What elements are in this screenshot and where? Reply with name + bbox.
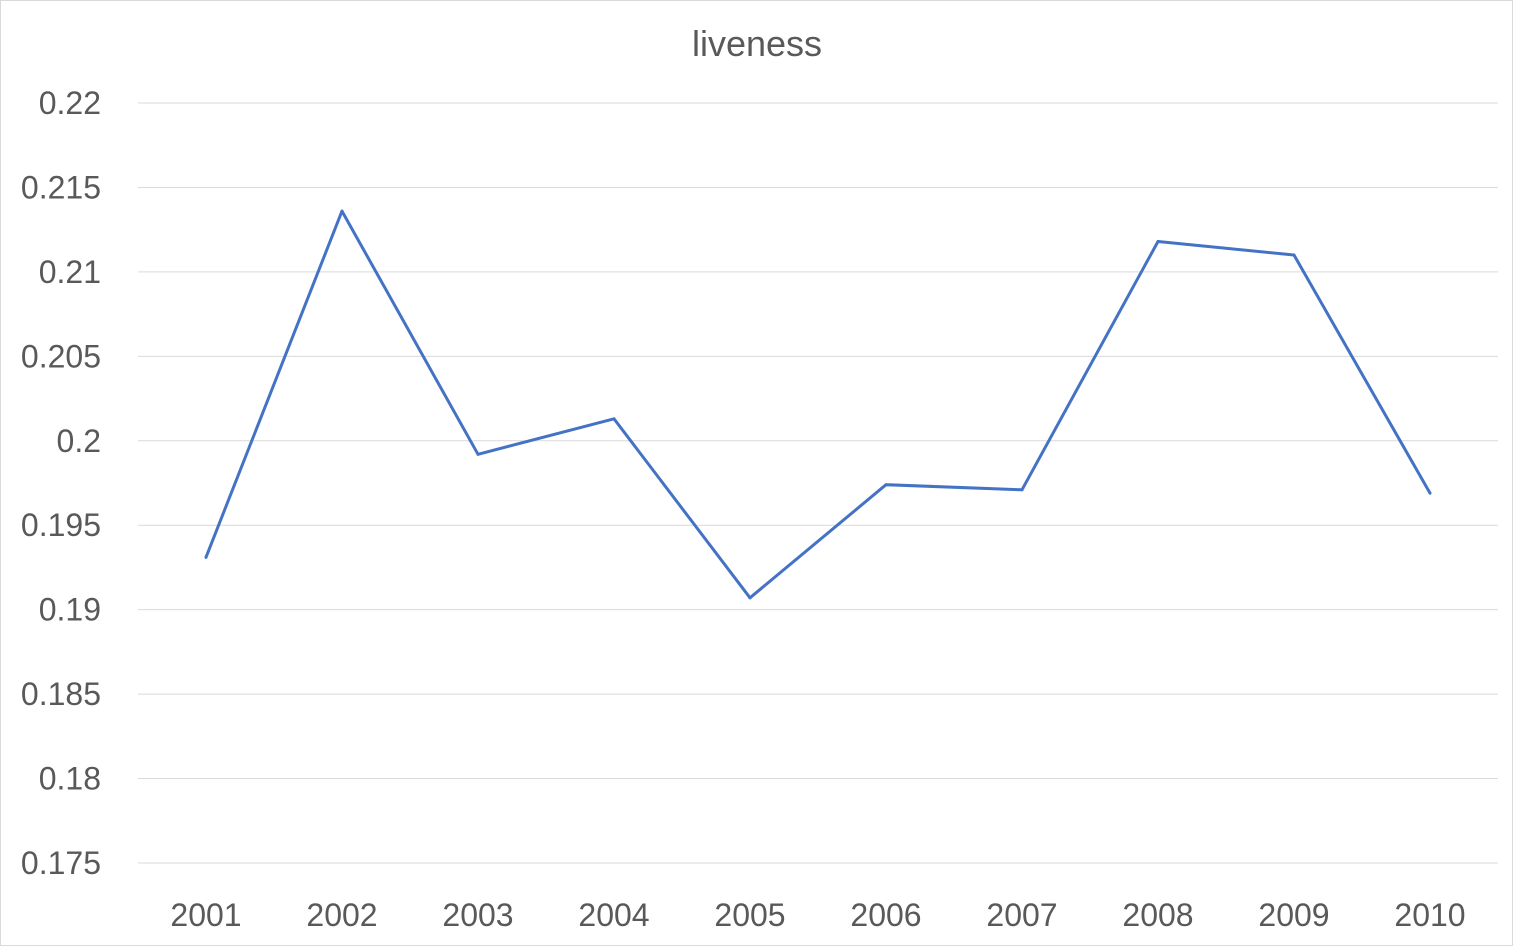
data-point <box>1020 488 1024 492</box>
x-tick-label: 2006 <box>850 897 921 933</box>
y-tick-label: 0.185 <box>21 676 101 712</box>
y-axis-tick-labels: 0.175 0.18 0.185 0.19 0.195 0.2 0.205 0.21 0.215… <box>21 85 101 881</box>
y-tick-label: 0.19 <box>39 592 101 628</box>
y-tick-label: 0.22 <box>39 85 101 121</box>
x-tick-label: 2005 <box>714 897 785 933</box>
data-point <box>340 209 344 213</box>
data-point <box>748 596 752 600</box>
y-tick-label: 0.215 <box>21 169 101 205</box>
data-point <box>612 417 616 421</box>
data-point <box>1428 491 1432 495</box>
x-tick-label: 2002 <box>306 897 377 933</box>
data-point <box>204 555 208 559</box>
data-point <box>476 452 480 456</box>
y-tick-label: 0.205 <box>21 338 101 374</box>
x-axis-tick-labels: 2001 2002 2003 2004 2005 2006 2007 2008 2009 2010 <box>170 897 1465 933</box>
x-tick-label: 2004 <box>578 897 649 933</box>
y-tick-label: 0.18 <box>39 761 101 797</box>
y-tick-label: 0.2 <box>57 423 101 459</box>
data-point <box>884 483 888 487</box>
series-line <box>204 209 1432 600</box>
y-tick-label: 0.195 <box>21 507 101 543</box>
x-tick-label: 2008 <box>1122 897 1193 933</box>
y-tick-label: 0.21 <box>39 254 101 290</box>
x-tick-label: 2001 <box>170 897 241 933</box>
data-point <box>1156 239 1160 243</box>
y-tick-label: 0.175 <box>21 845 101 881</box>
x-tick-label: 2003 <box>442 897 513 933</box>
data-point <box>1292 253 1296 257</box>
x-tick-label: 2007 <box>986 897 1057 933</box>
chart-title: liveness <box>692 23 822 64</box>
gridlines <box>138 102 1498 864</box>
series-layer <box>204 209 1432 600</box>
x-tick-label: 2010 <box>1394 897 1465 933</box>
x-tick-label: 2009 <box>1258 897 1329 933</box>
